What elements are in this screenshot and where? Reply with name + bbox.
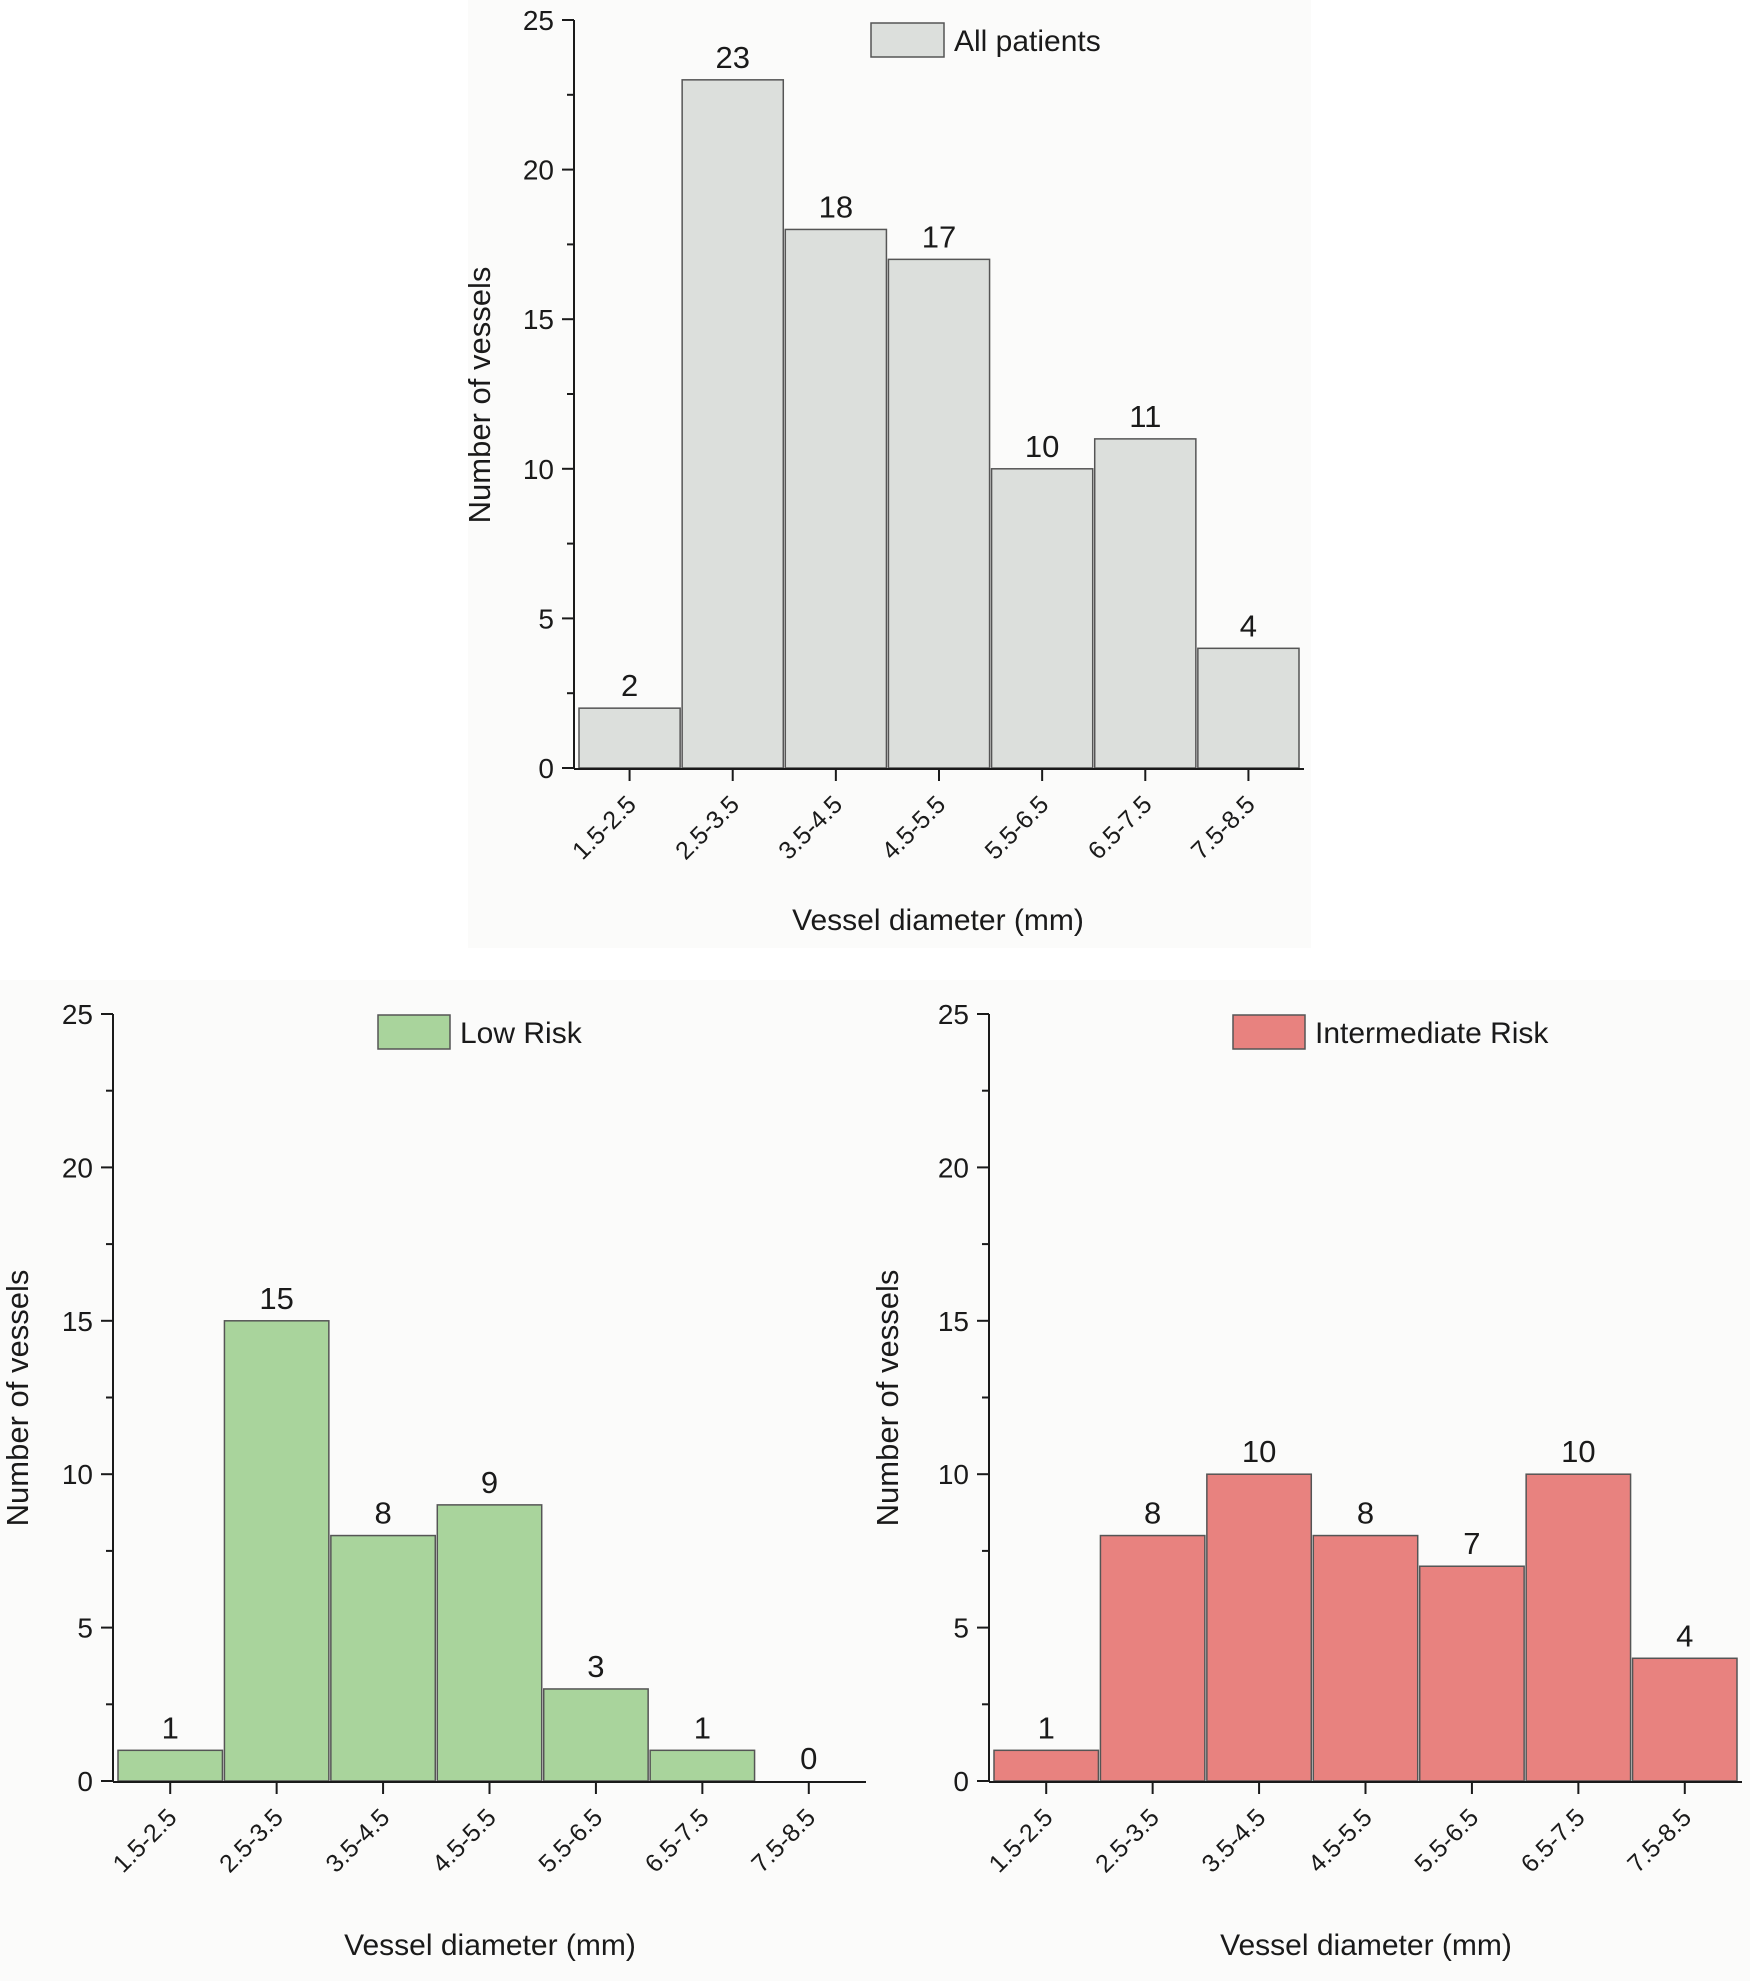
y-tick-label: 20 — [62, 1152, 93, 1183]
data-label: 1 — [162, 1710, 179, 1745]
y-tick-label: 15 — [523, 304, 554, 335]
y-tick-label: 5 — [953, 1613, 969, 1644]
y-tick-label: 0 — [77, 1766, 93, 1797]
data-label: 0 — [800, 1741, 817, 1776]
bar — [1093, 438, 1197, 769]
legend-label: All patients — [954, 25, 1101, 58]
data-label: 17 — [922, 219, 956, 254]
bar — [1197, 647, 1300, 769]
y-tick-label: 25 — [62, 999, 93, 1030]
data-label: 9 — [481, 1465, 498, 1500]
bar — [887, 258, 991, 769]
data-label: 10 — [1561, 1434, 1595, 1469]
bar — [436, 1504, 543, 1782]
bar — [681, 79, 785, 769]
bar — [223, 1320, 330, 1782]
data-label: 10 — [1025, 429, 1059, 464]
data-label: 1 — [694, 1710, 711, 1745]
data-label: 15 — [259, 1281, 293, 1316]
data-label: 3 — [587, 1649, 604, 1684]
y-tick-label: 10 — [938, 1459, 969, 1490]
bar — [990, 468, 1094, 769]
y-tick-label: 25 — [523, 5, 554, 36]
bar — [117, 1749, 224, 1782]
data-label: 11 — [1129, 399, 1161, 434]
bar — [1418, 1565, 1525, 1782]
bar — [784, 228, 888, 769]
legend-swatch — [870, 22, 945, 58]
bar — [1525, 1473, 1632, 1782]
data-label: 10 — [1242, 1434, 1276, 1469]
x-axis-title: Vessel diameter (mm) — [792, 904, 1084, 937]
legend-swatch — [377, 1014, 451, 1050]
bar — [1312, 1534, 1419, 1782]
y-axis-title: Number of vessels — [870, 1270, 905, 1527]
y-tick-label: 25 — [938, 999, 969, 1030]
bar — [649, 1749, 756, 1782]
legend-label: Low Risk — [460, 1017, 583, 1050]
bar — [330, 1534, 437, 1782]
y-tick-label: 0 — [538, 753, 554, 784]
data-label: 4 — [1240, 608, 1257, 643]
y-tick-label: 10 — [523, 454, 554, 485]
y-tick-label: 0 — [953, 1766, 969, 1797]
y-tick-label: 10 — [62, 1459, 93, 1490]
data-label: 18 — [819, 189, 853, 224]
bar — [1099, 1534, 1206, 1782]
x-axis-title: Vessel diameter (mm) — [344, 1929, 636, 1962]
data-label: 2 — [621, 668, 638, 703]
legend-swatch — [1232, 1014, 1306, 1050]
data-label: 8 — [1144, 1496, 1161, 1531]
data-label: 7 — [1463, 1526, 1480, 1561]
bar — [1206, 1473, 1313, 1782]
y-tick-label: 20 — [523, 155, 554, 186]
chart-background — [0, 980, 872, 1981]
data-label: 4 — [1676, 1618, 1693, 1653]
y-tick-label: 20 — [938, 1152, 969, 1183]
data-label: 1 — [1038, 1710, 1055, 1745]
y-tick-label: 5 — [77, 1613, 93, 1644]
bar — [542, 1688, 649, 1782]
bar — [1631, 1657, 1738, 1782]
y-tick-label: 15 — [62, 1306, 93, 1337]
data-label: 8 — [1357, 1496, 1374, 1531]
bar — [993, 1749, 1100, 1782]
y-tick-label: 5 — [538, 603, 554, 634]
legend-label: Intermediate Risk — [1315, 1017, 1549, 1050]
y-axis-title: Number of vessels — [462, 267, 497, 524]
data-label: 23 — [715, 40, 749, 75]
y-axis-title: Number of vessels — [0, 1270, 35, 1527]
y-tick-label: 15 — [938, 1306, 969, 1337]
data-label: 8 — [374, 1496, 391, 1531]
bar — [578, 707, 681, 769]
x-axis-title: Vessel diameter (mm) — [1220, 1929, 1512, 1962]
